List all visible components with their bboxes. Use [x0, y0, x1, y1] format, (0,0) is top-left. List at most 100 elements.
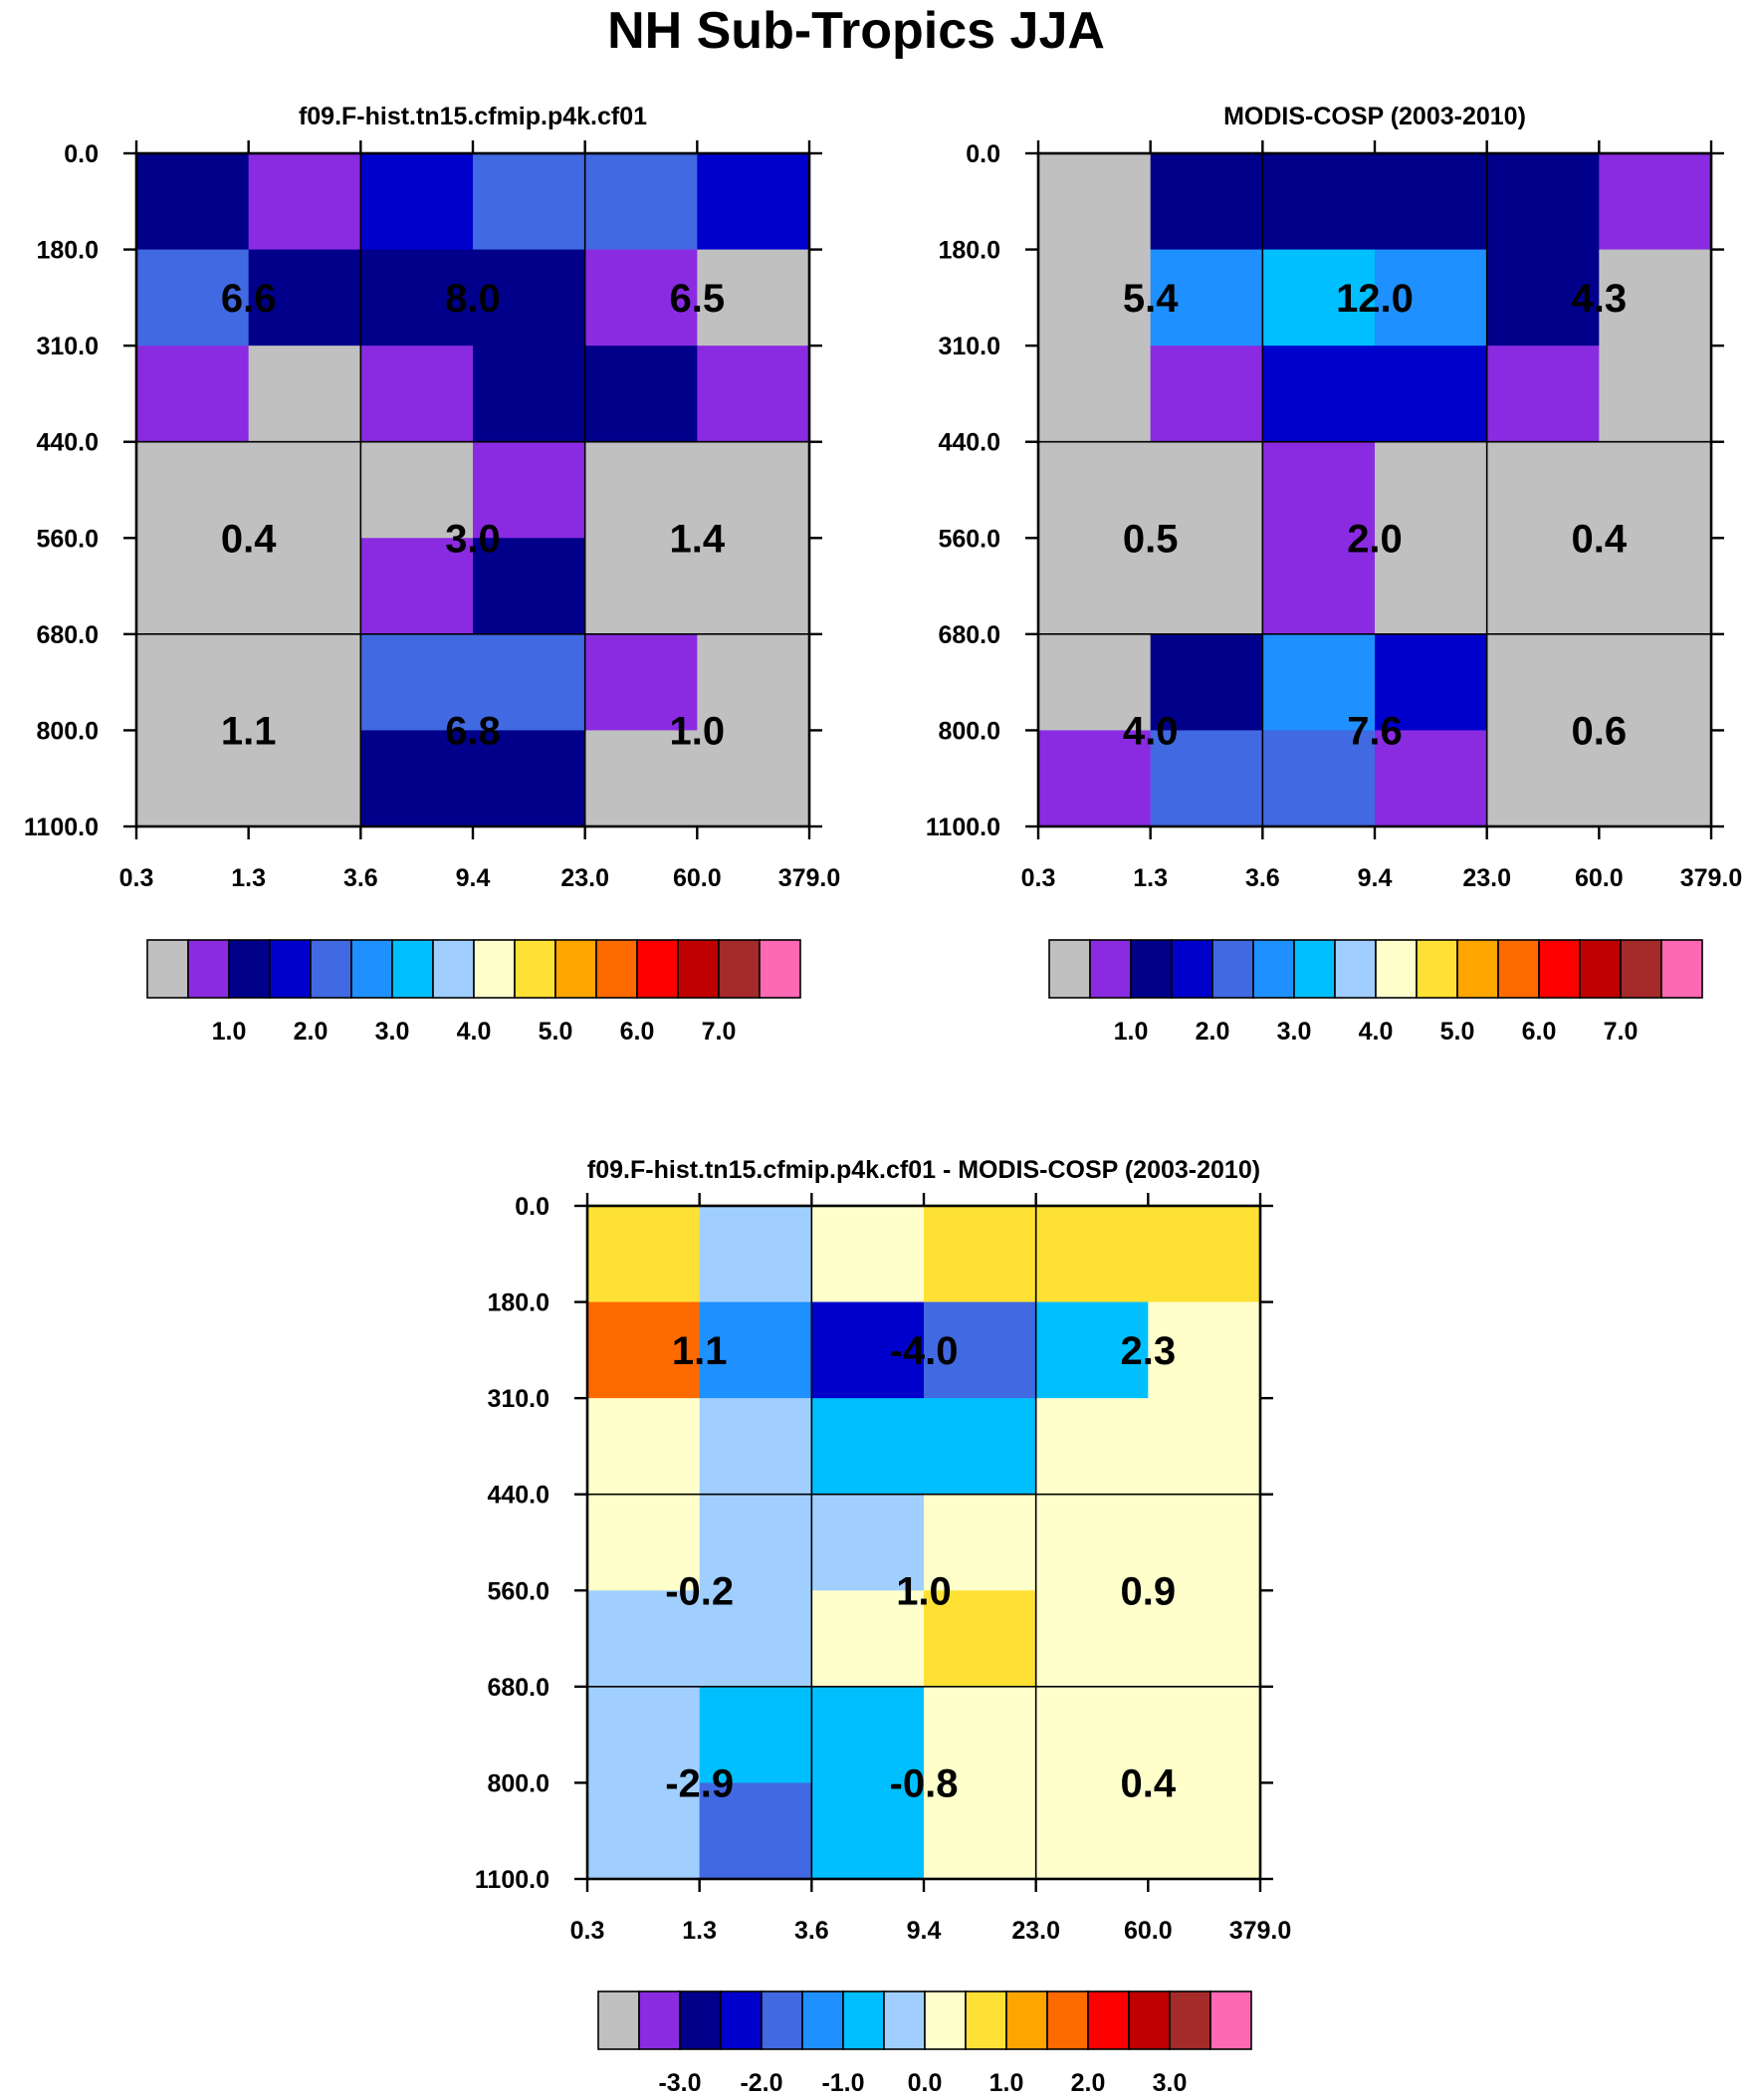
heatmap-cell: [811, 1398, 925, 1496]
x-tick-label: 379.0: [778, 864, 841, 892]
heatmap-cell: [136, 730, 250, 827]
heatmap-cell: [360, 633, 474, 732]
y-tick-label: 0.0: [966, 140, 1000, 168]
x-tick-label: 0.3: [119, 864, 154, 892]
heatmap-cell: [1035, 1686, 1149, 1784]
colorbar-swatch: [1456, 939, 1499, 999]
heatmap-cell: [1486, 633, 1600, 732]
heatmap-cell: [1150, 633, 1263, 732]
colorbar-swatch: [1209, 1990, 1252, 2050]
heatmap-cell: [1038, 538, 1152, 635]
heatmap-cell: [811, 1206, 925, 1303]
heatmap-cell: [1035, 1494, 1149, 1591]
heatmap-cell: [1375, 346, 1488, 443]
heatmap-cell: [924, 1398, 1037, 1496]
y-tick-label: 680.0: [36, 621, 99, 649]
heatmap-cell: [699, 1782, 812, 1880]
colorbar-tick-label: 4.0: [457, 1018, 492, 1046]
x-tick-label: 23.0: [1011, 1917, 1060, 1945]
x-tick-label: 60.0: [673, 864, 722, 892]
y-tick-label: 680.0: [938, 621, 1000, 649]
colorbar: 1.0 2.0 3.0 4.0 5.0 6.0 7.0: [146, 939, 801, 1046]
y-tick-label: 310.0: [487, 1385, 549, 1413]
y-tick-label: 1100.0: [926, 814, 1000, 841]
y-tick-label: 1100.0: [475, 1866, 549, 1894]
colorbar-swatch: [720, 1990, 763, 2050]
heatmap-cell: [924, 1206, 1037, 1303]
colorbar-tick-label: 6.0: [620, 1018, 655, 1046]
heatmap-cell: [697, 441, 810, 539]
colorbar-swatch: [1005, 1990, 1048, 2050]
box-value-label: 2.0: [1347, 517, 1403, 561]
heatmap-cell: [924, 1782, 1037, 1880]
x-tick-label: 3.6: [794, 1917, 829, 1945]
heatmap-cell: [136, 153, 250, 251]
y-tick-label: 0.0: [64, 140, 99, 168]
y-tick-label: 440.0: [487, 1482, 549, 1510]
colorbar: 1.0 2.0 3.0 4.0 5.0 6.0 7.0: [1048, 939, 1703, 1046]
heatmap-cell: [697, 538, 810, 635]
colorbar-swatch: [310, 939, 352, 999]
heatmap-cell: [584, 153, 698, 251]
panel-title: f09.F-hist.tn15.cfmip.p4k.cf01: [299, 103, 647, 130]
heatmap-cell: [248, 153, 361, 251]
heatmap-cell: [473, 633, 586, 732]
heatmap-cell: [924, 1590, 1037, 1688]
colorbar-tick-label: 6.0: [1522, 1018, 1557, 1046]
colorbar-tick-label: -2.0: [740, 2069, 782, 2097]
heatmap-cell: [924, 1494, 1037, 1591]
colorbar-swatch: [1130, 939, 1173, 999]
y-tick-label: 560.0: [36, 525, 99, 553]
box-value-label: 0.5: [1123, 517, 1179, 561]
x-tick-label: 379.0: [1680, 864, 1743, 892]
heatmap-cell: [1035, 1398, 1149, 1496]
y-tick-label: 800.0: [938, 717, 1000, 745]
heatmap-cell: [1148, 1301, 1261, 1399]
colorbar-tick-label: 2.0: [1071, 2069, 1106, 2097]
colorbar-swatch: [1048, 939, 1091, 999]
heatmap-cell: [360, 730, 474, 827]
heatmap-cell: [587, 1398, 701, 1496]
colorbar-swatch: [677, 939, 720, 999]
heatmap-cell: [587, 1206, 701, 1303]
box-value-label: 0.4: [1121, 1761, 1177, 1805]
heatmap-cell: [136, 538, 250, 635]
x-tick-label: 0.3: [570, 1917, 605, 1945]
heatmap-cell: [473, 441, 586, 539]
heatmap-cell: [1375, 249, 1488, 347]
heatmap-cell: [587, 1782, 701, 1880]
heatmap-cell: [1038, 153, 1152, 251]
x-tick-label: 23.0: [1462, 864, 1511, 892]
heatmap-cell: [1599, 346, 1712, 443]
colorbar-swatch: [1171, 939, 1213, 999]
heatmap-cell: [584, 346, 698, 443]
heatmap-cell: [697, 633, 810, 732]
colorbar-swatch: [1416, 939, 1458, 999]
heatmap-cell: [248, 633, 361, 732]
colorbar-swatch: [1497, 939, 1540, 999]
heatmap-cell: [587, 1686, 701, 1784]
colorbar-swatch: [842, 1990, 885, 2050]
box-value-label: 0.9: [1121, 1569, 1177, 1613]
heatmap-cell: [697, 346, 810, 443]
panel-title: f09.F-hist.tn15.cfmip.p4k.cf01 - MODIS-C…: [587, 1156, 1260, 1184]
colorbar-swatch: [636, 939, 679, 999]
heatmap-cell: [1486, 730, 1600, 827]
heatmap-cell: [1148, 1686, 1261, 1784]
box-value-label: 6.8: [445, 709, 501, 753]
heatmap-cell: [1262, 153, 1376, 251]
heatmap-cell: [811, 1686, 925, 1784]
colorbar-swatch: [638, 1990, 681, 2050]
colorbar-swatch: [1660, 939, 1703, 999]
heatmap-cell: [1486, 249, 1600, 347]
x-tick-label: 1.3: [231, 864, 266, 892]
x-tick-label: 60.0: [1575, 864, 1624, 892]
heatmap-cell: [1375, 153, 1488, 251]
colorbar-tick-label: 5.0: [539, 1018, 573, 1046]
colorbar-swatch: [1046, 1990, 1089, 2050]
y-tick-label: 680.0: [487, 1674, 549, 1702]
x-tick-label: 379.0: [1229, 1917, 1292, 1945]
colorbar-swatch: [759, 939, 801, 999]
colorbar-tick-label: -1.0: [821, 2069, 864, 2097]
x-tick-label: 23.0: [560, 864, 609, 892]
